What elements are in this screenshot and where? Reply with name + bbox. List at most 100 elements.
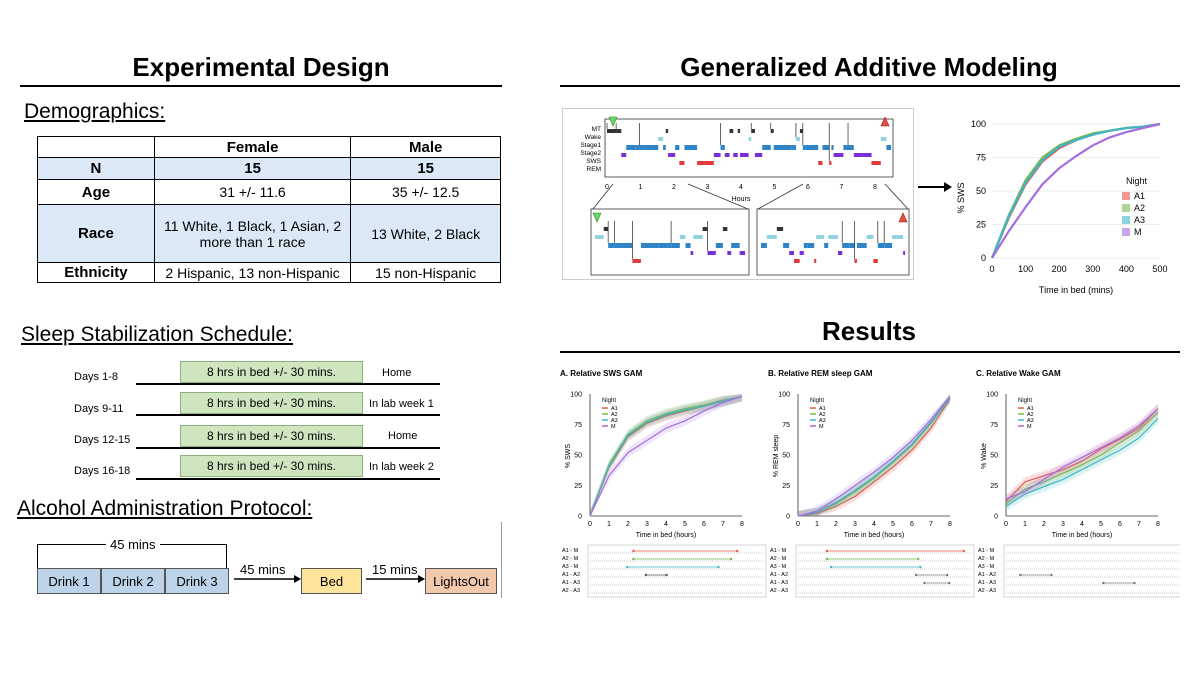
series-ribbon bbox=[590, 394, 742, 516]
row-label: Ethnicity bbox=[37, 262, 155, 283]
female-cell: 15 bbox=[153, 157, 352, 180]
hour-tick-label: 0 bbox=[605, 184, 609, 191]
panel-xlabel: Time in bed (hours) bbox=[636, 532, 696, 539]
schedule-box: 8 hrs in bed +/- 30 mins. bbox=[180, 361, 363, 383]
x-tick-label: 0 bbox=[1004, 521, 1008, 528]
table-header-blank bbox=[37, 136, 155, 158]
start-triangle-icon bbox=[592, 212, 602, 223]
stage-label: REM bbox=[587, 166, 601, 173]
comparison-label: A2 - M bbox=[978, 556, 995, 562]
schedule-location: Home bbox=[388, 430, 418, 442]
hypnogram-segment bbox=[761, 243, 767, 248]
male-cell: 15 bbox=[350, 157, 501, 180]
hypnogram-segment bbox=[684, 145, 690, 150]
table-row: Age 31 +/- 11.6 35 +/- 12.5 bbox=[37, 179, 501, 205]
legend-label: A3 bbox=[1027, 418, 1034, 424]
hypnogram-segment bbox=[884, 243, 893, 248]
arrow-1-label: 45 mins bbox=[240, 562, 286, 577]
hypnogram-segment bbox=[635, 145, 640, 150]
x-tick-label: 5 bbox=[683, 521, 687, 528]
experimental-design-title: Experimental Design bbox=[132, 52, 390, 82]
comparison-label: A2 - A3 bbox=[978, 588, 996, 594]
hypnogram-segment bbox=[658, 137, 664, 141]
hypnogram-segment bbox=[607, 129, 617, 133]
x-tick-label: 6 bbox=[1118, 521, 1122, 528]
hypnogram-figure: MT Wake Stage1 Stage2 SWS REM 0 1 2 3 4 5 6 7 8 Hours bbox=[562, 108, 914, 280]
hypnogram-segment bbox=[668, 153, 676, 157]
arrow-2-label: 15 mins bbox=[372, 562, 418, 577]
hypnogram-segment bbox=[639, 145, 644, 150]
series-line-m bbox=[589, 395, 743, 517]
table-row: N 15 15 bbox=[37, 157, 501, 180]
schedule-heading: Sleep Stabilization Schedule: bbox=[21, 323, 294, 346]
hour-tick-label: 2 bbox=[672, 184, 676, 191]
y-tick-label: 75 bbox=[976, 153, 986, 163]
hypnogram-segment bbox=[658, 243, 668, 248]
schedule-days: Days 16-18 bbox=[74, 465, 131, 477]
hypnogram-segment bbox=[880, 137, 887, 141]
hypnogram-segment bbox=[667, 243, 672, 248]
schedule-baseline bbox=[136, 478, 440, 480]
female-cell: 11 White, 1 Black, 1 Asian, 2 more than … bbox=[153, 204, 352, 263]
stage-label: Wake bbox=[585, 134, 602, 141]
comparison-label: A1 - A3 bbox=[978, 580, 996, 586]
hypnogram-segment bbox=[770, 129, 774, 133]
hypnogram-segment bbox=[789, 251, 794, 255]
series-line-a3 bbox=[990, 122, 1161, 259]
hypnogram-segment bbox=[828, 235, 838, 239]
series-ribbon bbox=[590, 394, 742, 516]
legend-title: Night bbox=[602, 398, 616, 404]
y-tick-label: 50 bbox=[782, 453, 790, 460]
hypnogram-segment bbox=[896, 235, 904, 239]
comparison-label: A2 - M bbox=[770, 556, 787, 562]
y-tick-label: 0 bbox=[981, 253, 986, 263]
schedule-baseline bbox=[136, 383, 440, 385]
hypnogram-segment bbox=[727, 251, 732, 255]
hour-tick-label: 1 bbox=[639, 184, 643, 191]
series-ribbon bbox=[1006, 403, 1158, 507]
hypnogram-segment bbox=[720, 145, 725, 150]
legend-label: A1 bbox=[1134, 191, 1145, 201]
hypnogram-segment bbox=[707, 251, 716, 255]
hypnogram-segment bbox=[795, 137, 800, 141]
hypnogram-segment bbox=[685, 243, 691, 248]
schedule-box: 8 hrs in bed +/- 30 mins. bbox=[180, 392, 363, 414]
hypnogram-segment bbox=[822, 145, 830, 150]
span-label: 45 mins bbox=[106, 537, 160, 552]
x-tick-label: 6 bbox=[910, 521, 914, 528]
hypnogram-segment bbox=[644, 243, 650, 248]
hypnogram-segment bbox=[679, 161, 685, 165]
hour-tick-label: 6 bbox=[806, 184, 810, 191]
table-row: Ethnicity 2 Hispanic, 13 non-Hispanic 15… bbox=[37, 262, 501, 283]
hypnogram-segment bbox=[715, 243, 723, 248]
schedule-days: Days 9-11 bbox=[74, 403, 124, 415]
comparison-label: A2 - M bbox=[562, 556, 579, 562]
legend-label: M bbox=[1027, 424, 1032, 430]
y-tick-label: 75 bbox=[782, 422, 790, 429]
series-line-a2 bbox=[1005, 411, 1159, 505]
x-tick-label: 400 bbox=[1119, 264, 1134, 274]
schedule-baseline bbox=[136, 414, 440, 416]
hypnogram-segment bbox=[663, 145, 666, 150]
hypnogram-segment bbox=[603, 227, 609, 231]
x-tick-label: 7 bbox=[1137, 521, 1141, 528]
legend-label: A3 bbox=[611, 418, 618, 424]
x-tick-label: 100 bbox=[1018, 264, 1033, 274]
series-line-a2 bbox=[589, 395, 743, 517]
comparison-label: A1 - M bbox=[978, 548, 995, 554]
y-tick-label: 50 bbox=[990, 453, 998, 460]
legend-label: A2 bbox=[1027, 412, 1034, 418]
x-tick-label: 500 bbox=[1152, 264, 1167, 274]
hour-tick-label: 8 bbox=[873, 184, 877, 191]
hypnogram-segment bbox=[871, 161, 881, 165]
hypnogram-segment bbox=[849, 243, 855, 248]
hypnogram-segment bbox=[640, 243, 645, 248]
legend-title: Night bbox=[1018, 398, 1032, 404]
hypnogram-segment bbox=[866, 235, 874, 239]
x-tick-label: 3 bbox=[853, 521, 857, 528]
hypnogram-segment bbox=[652, 145, 659, 150]
x-tick-label: 8 bbox=[740, 521, 744, 528]
hour-tick-label: 4 bbox=[739, 184, 743, 191]
legend-swatch bbox=[1122, 204, 1130, 212]
